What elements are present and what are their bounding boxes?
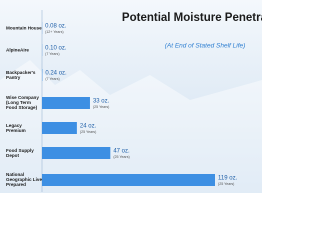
category-label: Legacy Premium bbox=[6, 122, 26, 133]
value-label: 119 oz. bbox=[218, 176, 238, 182]
bar bbox=[42, 147, 111, 159]
chart-svg: Potential Moisture Penetration (At End o… bbox=[0, 10, 262, 193]
shelf-life-label: (25 Years) bbox=[93, 105, 109, 109]
value-label: 24 oz. bbox=[80, 124, 97, 130]
bar bbox=[42, 122, 77, 134]
value-label: 0.08 oz. bbox=[45, 24, 67, 30]
category-label: Food Supply Depot bbox=[6, 147, 34, 158]
shelf-life-label: (7 Years) bbox=[45, 77, 59, 81]
background-mountains bbox=[0, 60, 262, 193]
category-label: Wise Company (Long Term Food Storage) bbox=[6, 95, 39, 111]
value-label: 47 oz. bbox=[113, 149, 130, 155]
shelf-life-label: (7 Years) bbox=[45, 52, 59, 56]
shelf-life-label: (25 Years) bbox=[80, 130, 96, 134]
category-label: AlpineAire bbox=[6, 47, 29, 53]
chart-subtitle: (At End of Stated Shelf Life) bbox=[165, 43, 246, 50]
chart-title: Potential Moisture Penetration bbox=[122, 12, 262, 24]
value-label: 0.24 oz. bbox=[45, 71, 67, 77]
shelf-life-label: (25 Years) bbox=[113, 155, 129, 159]
category-label: National Geographic Live Prepared bbox=[6, 172, 42, 188]
value-label: 0.10 oz. bbox=[45, 46, 67, 52]
shelf-life-label: (25 Years) bbox=[218, 182, 234, 186]
category-label: Backpacker's Pantry bbox=[6, 69, 36, 80]
category-label: Mountain House bbox=[6, 25, 42, 31]
bar bbox=[42, 97, 90, 109]
shelf-life-label: (12+ Years) bbox=[45, 30, 63, 34]
value-label: 33 oz. bbox=[93, 99, 110, 105]
bar bbox=[42, 174, 215, 186]
chart: Potential Moisture Penetration (At End o… bbox=[0, 0, 262, 193]
